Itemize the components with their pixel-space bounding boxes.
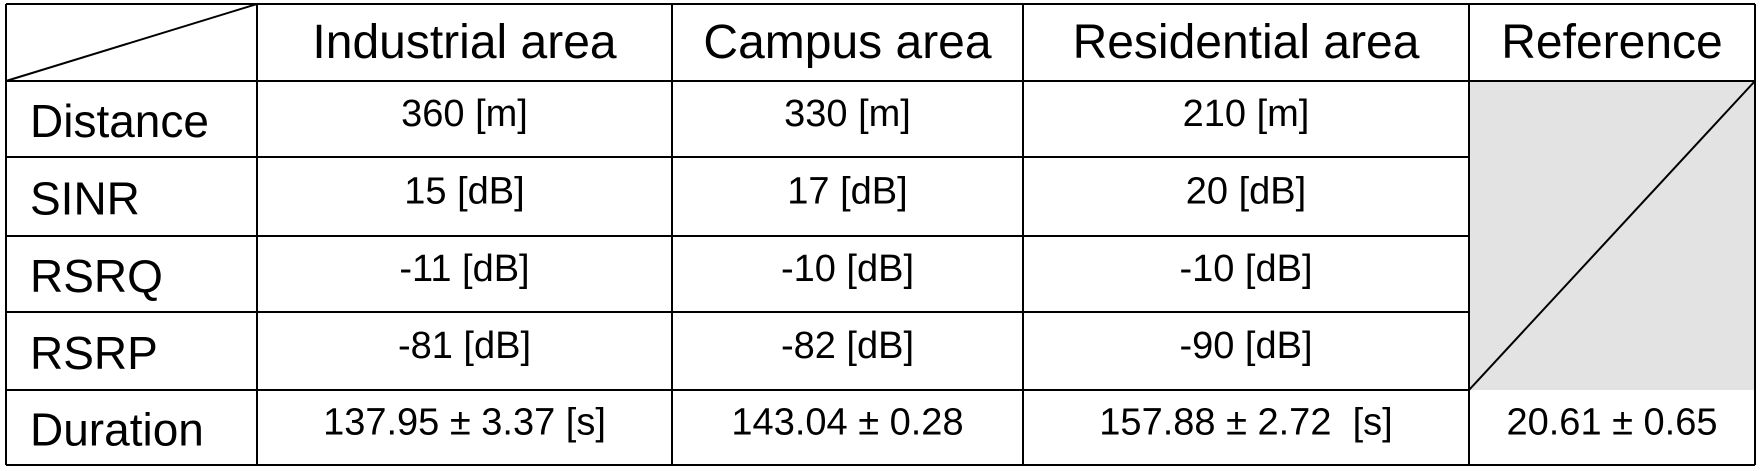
cell-value: 330 [m] [784, 93, 911, 135]
cell-value: -10 [dB] [1179, 248, 1312, 290]
cell-value: -81 [dB] [398, 325, 531, 367]
cell-value: 137.95 ± 3.37 [s] [323, 402, 606, 444]
row-label: SINR [30, 173, 140, 225]
cell-value: -11 [dB] [399, 248, 529, 290]
corner-diagonal [5, 3, 258, 82]
cell-value: 143.04 ± 0.28 [731, 402, 963, 444]
cell-value: 17 [dB] [787, 171, 907, 213]
column-header: Residential area [1073, 16, 1420, 69]
cell-value: 20 [dB] [1186, 171, 1306, 213]
cell-value: 210 [m] [1183, 93, 1310, 135]
cell-value: -82 [dB] [781, 325, 914, 367]
column-header: Industrial area [312, 16, 616, 69]
column-header: Reference [1501, 16, 1722, 69]
column-header: Campus area [703, 16, 991, 69]
cell-value: -10 [dB] [781, 248, 914, 290]
cell-value: -90 [dB] [1179, 325, 1312, 367]
cell-value: 15 [dB] [404, 171, 524, 213]
empty-cell-diagonal [1468, 80, 1756, 391]
cell-value: 157.88 ± 2.72 [s] [1099, 402, 1392, 444]
cell-value: 20.61 ± 0.65 [1506, 402, 1717, 444]
cell-value: 360 [m] [401, 93, 528, 135]
row-label: RSRP [30, 327, 158, 379]
row-label: Duration [30, 404, 204, 456]
row-label: RSRQ [30, 250, 163, 302]
row-label: Distance [30, 95, 209, 147]
